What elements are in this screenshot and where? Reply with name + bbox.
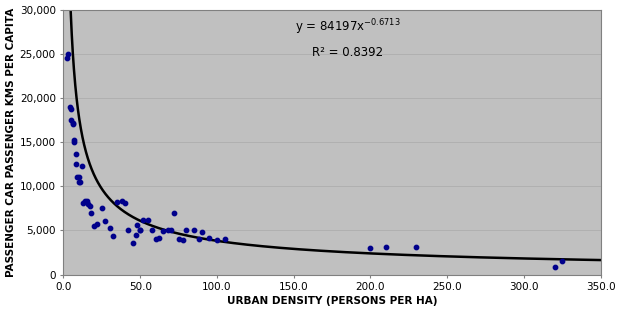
Point — [89, 223, 99, 228]
Point — [83, 202, 93, 207]
Point — [71, 162, 81, 167]
Point — [93, 222, 102, 227]
Point — [166, 228, 176, 233]
Point — [68, 122, 78, 127]
Point — [153, 236, 163, 241]
Point — [63, 51, 73, 56]
Point — [75, 179, 85, 184]
Point — [65, 104, 75, 109]
Point — [66, 118, 76, 123]
Point — [68, 120, 78, 125]
Point — [80, 199, 90, 204]
Point — [66, 107, 76, 112]
Text: y = 84197x$^{-0.6713}$: y = 84197x$^{-0.6713}$ — [294, 18, 401, 37]
Point — [158, 229, 168, 234]
Point — [84, 203, 94, 208]
Point — [181, 228, 191, 233]
Text: R² = 0.8392: R² = 0.8392 — [312, 46, 383, 59]
Point — [220, 237, 230, 242]
Point — [366, 246, 376, 251]
Point — [204, 236, 214, 241]
Point — [163, 228, 173, 233]
Point — [107, 233, 117, 238]
Point — [97, 206, 107, 211]
Point — [169, 210, 179, 215]
Point — [138, 217, 148, 222]
Point — [74, 175, 84, 180]
Point — [123, 228, 133, 233]
Point — [550, 264, 560, 269]
Point — [117, 199, 127, 204]
Point — [71, 152, 81, 157]
Point — [212, 238, 222, 243]
X-axis label: URBAN DENSITY (PERSONS PER HA): URBAN DENSITY (PERSONS PER HA) — [227, 296, 437, 306]
Point — [130, 232, 140, 237]
Point — [100, 218, 110, 223]
Point — [72, 175, 82, 180]
Point — [70, 138, 79, 143]
Point — [557, 259, 567, 264]
Point — [61, 56, 71, 61]
Point — [120, 201, 130, 206]
Point — [112, 200, 122, 205]
Point — [189, 227, 199, 232]
Point — [143, 217, 153, 222]
Point — [151, 237, 161, 242]
Point — [81, 199, 91, 204]
Point — [78, 201, 88, 206]
Y-axis label: PASSENGER CAR PASSENGER KMS PER CAPITA: PASSENGER CAR PASSENGER KMS PER CAPITA — [6, 7, 16, 277]
Point — [381, 245, 391, 250]
Point — [132, 223, 142, 228]
Point — [135, 228, 145, 233]
Point — [412, 245, 422, 250]
Point — [70, 139, 79, 144]
Point — [77, 163, 87, 168]
Point — [174, 237, 184, 242]
Point — [127, 240, 137, 245]
Point — [86, 210, 96, 215]
Point — [104, 225, 114, 230]
Point — [148, 227, 158, 232]
Point — [74, 179, 84, 184]
Point — [178, 238, 188, 243]
Point — [135, 227, 145, 232]
Point — [194, 237, 204, 242]
Point — [197, 230, 207, 235]
